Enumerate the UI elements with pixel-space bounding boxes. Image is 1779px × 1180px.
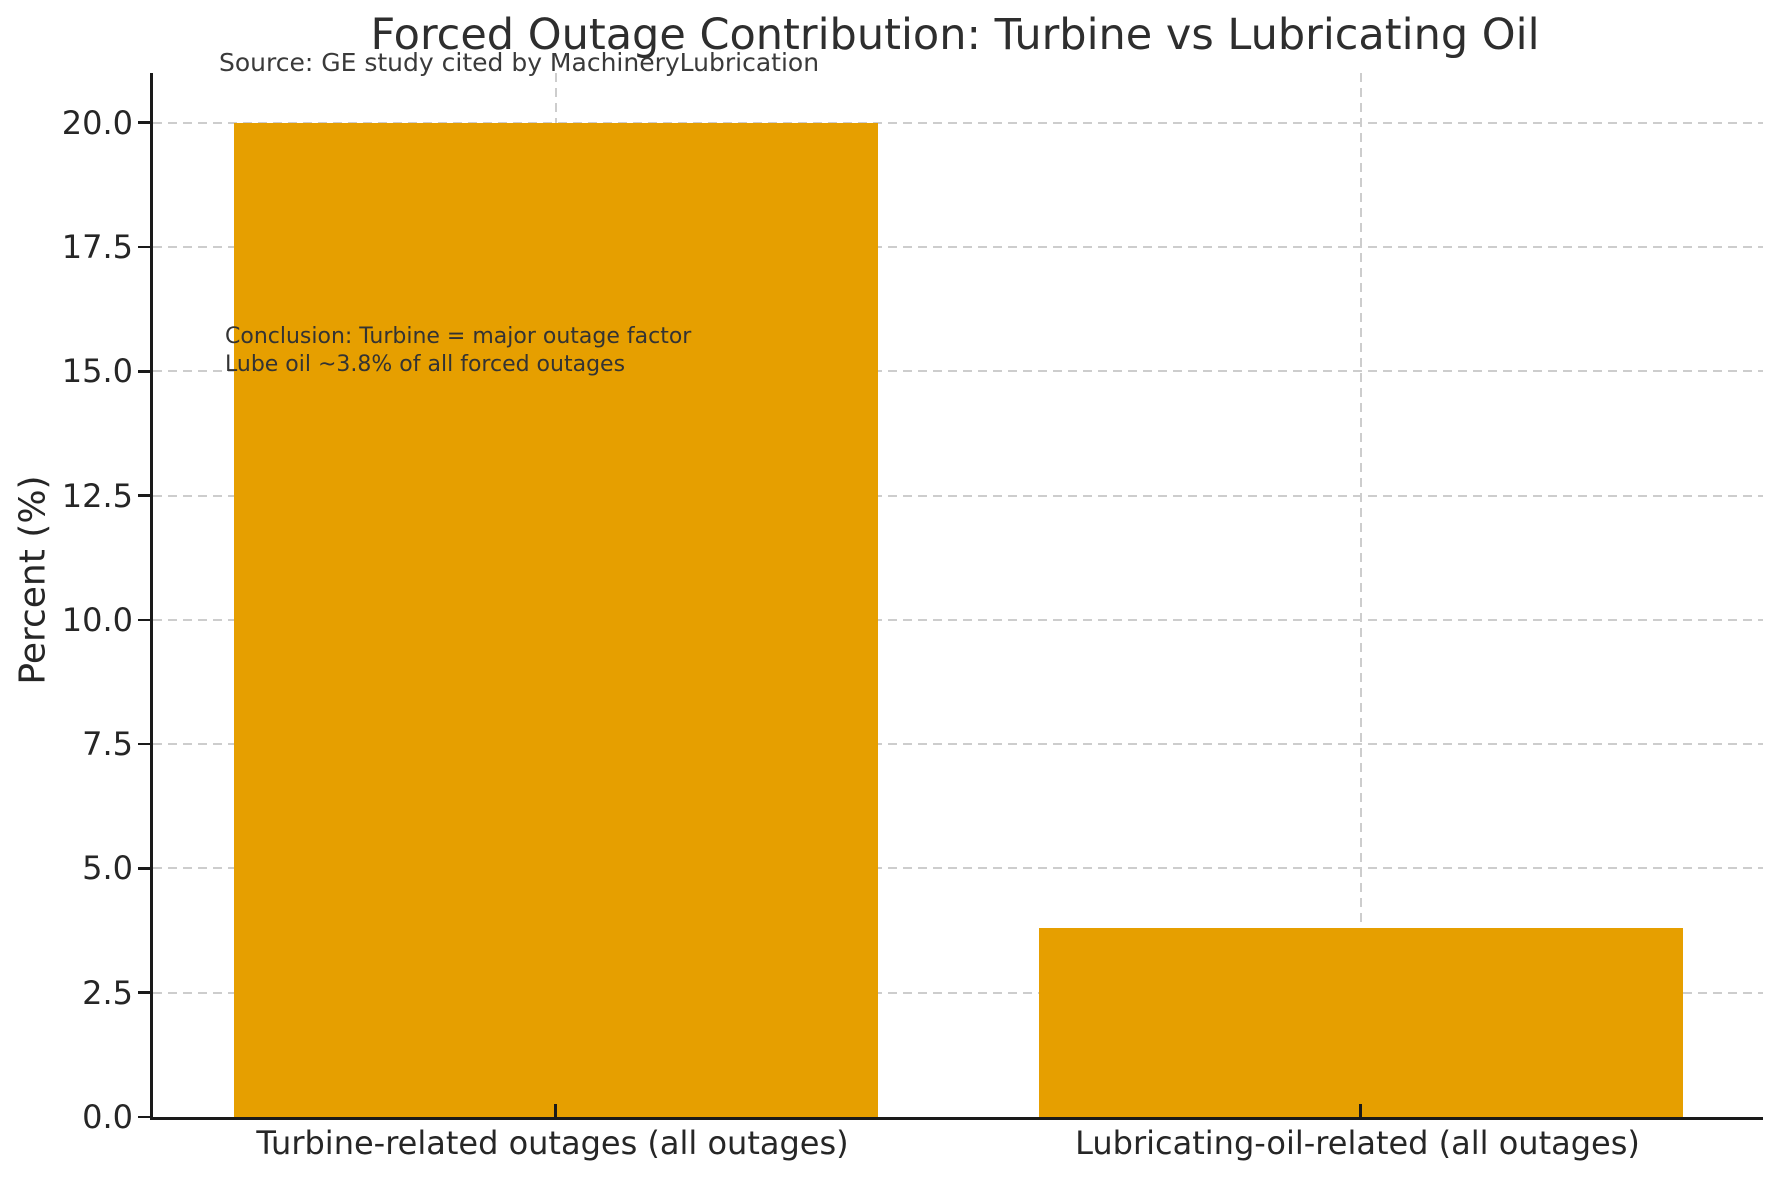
x-tick-label-turbine: Turbine-related outages (all outages): [256, 1124, 849, 1162]
y-tick-mark: [138, 121, 153, 124]
annotation-line-2: Lube oil ~3.8% of all forced outages: [225, 351, 626, 377]
source-note: Source: GE study cited by MachineryLubri…: [219, 48, 820, 77]
x-tick-mark: [1359, 1104, 1362, 1117]
gridline-h: [153, 494, 1763, 497]
plot-area: Conclusion: Turbine = major outage facto…: [138, 73, 1763, 1120]
y-tick-label: 17.5: [61, 228, 133, 266]
x-tick-mark: [554, 1104, 557, 1117]
annotation: Conclusion: Turbine = major outage facto…: [225, 323, 691, 378]
y-tick-label: 2.5: [82, 973, 133, 1012]
y-tick-mark: [138, 370, 153, 373]
bar: [1038, 928, 1683, 1117]
y-tick-label: 0.0: [82, 1098, 133, 1136]
y-tick-label: 7.5: [82, 725, 133, 764]
gridline-h: [153, 867, 1763, 870]
x-tick-label-lube-oil: Lubricating-oil-related (all outages): [1075, 1124, 1640, 1162]
bar: [233, 122, 878, 1117]
y-tick-mark: [138, 867, 153, 870]
gridline-h: [153, 370, 1763, 373]
y-tick-mark: [138, 245, 153, 249]
y-tick-label: 20.0: [61, 103, 133, 142]
annotation-line-1: Conclusion: Turbine = major outage facto…: [225, 324, 692, 349]
y-tick-label: 10.0: [61, 600, 133, 639]
gridline-h: [153, 121, 1763, 124]
y-tick-label: 12.5: [61, 476, 133, 515]
gridline-h: [153, 743, 1763, 746]
y-tick-label: 5.0: [82, 849, 133, 888]
y-tick-mark: [138, 742, 153, 746]
y-tick-mark: [138, 618, 153, 622]
gridline-v: [1359, 73, 1362, 1117]
y-tick-mark: [138, 991, 153, 994]
y-tick-mark: [138, 494, 153, 497]
gridline-h: [153, 618, 1763, 621]
gridline-h: [153, 991, 1763, 994]
gridline-h: [153, 246, 1763, 248]
y-tick-label: 15.0: [61, 352, 133, 391]
chart-title: Forced Outage Contribution: Turbine vs L…: [370, 10, 1540, 60]
y-tick-mark: [138, 1115, 153, 1119]
